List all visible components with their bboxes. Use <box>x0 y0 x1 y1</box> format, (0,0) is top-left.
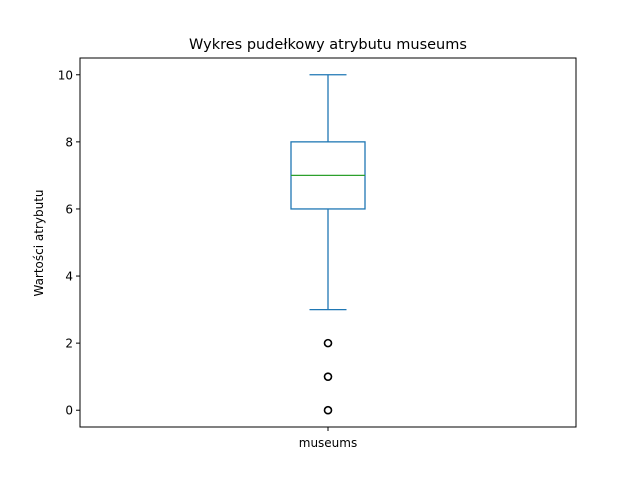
y-tick-label: 0 <box>65 404 73 418</box>
chart-title: Wykres pudełkowy atrybutu museums <box>189 37 467 53</box>
axes-frame <box>79 57 577 428</box>
y-tick-label: 8 <box>65 135 73 149</box>
outlier-point <box>323 372 333 381</box>
outlier-point <box>323 405 333 415</box>
outlier-point <box>323 338 333 348</box>
y-axis-title: Wartości atrybutu <box>32 189 46 296</box>
y-tick-label: 2 <box>65 337 73 351</box>
y-tick-label: 4 <box>65 270 73 284</box>
plot-area: 0 2 4 6 8 10 museums <box>58 68 366 450</box>
y-tick-label: 6 <box>65 202 73 216</box>
y-tick-label: 10 <box>58 68 73 82</box>
x-tick-label: museums <box>299 436 357 450</box>
